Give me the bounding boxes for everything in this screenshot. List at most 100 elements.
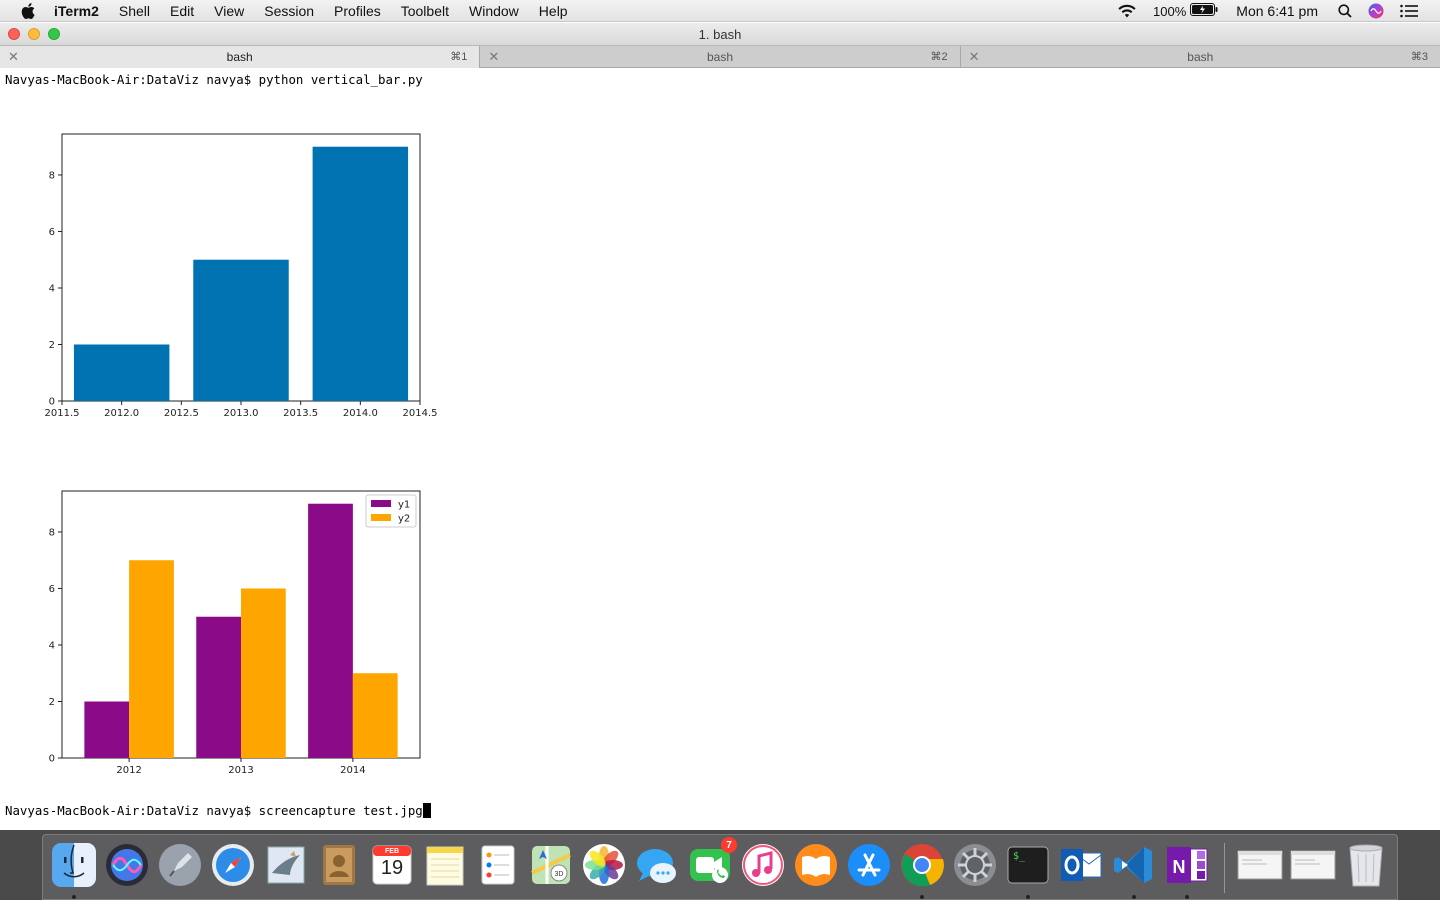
spotlight-icon[interactable] bbox=[1338, 4, 1352, 18]
terminal-icon[interactable]: $_ bbox=[1005, 842, 1051, 888]
running-indicator bbox=[72, 895, 76, 899]
bar bbox=[193, 259, 289, 401]
calendar-day: 19 bbox=[380, 857, 404, 879]
tab-bash-2[interactable]: ✕ bash ⌘2 bbox=[480, 46, 961, 68]
launchpad-icon[interactable] bbox=[157, 842, 203, 888]
messages-icon[interactable] bbox=[634, 842, 680, 888]
menu-profiles[interactable]: Profiles bbox=[334, 2, 381, 19]
menu-window[interactable]: Window bbox=[469, 2, 519, 19]
menu-help[interactable]: Help bbox=[538, 2, 568, 19]
outlook-icon[interactable] bbox=[1058, 842, 1104, 888]
facetime-icon[interactable]: 7 bbox=[687, 837, 737, 888]
bar-y2 bbox=[352, 673, 398, 758]
dock: FEB 19 3D 7 $_ N bbox=[42, 834, 1398, 900]
y-tick-label: 2 bbox=[49, 340, 55, 351]
bar-y1 bbox=[196, 616, 241, 758]
app-store-icon[interactable] bbox=[846, 842, 892, 888]
calendar-month: FEB bbox=[385, 848, 399, 855]
close-tab-icon[interactable]: ✕ bbox=[488, 49, 500, 64]
running-indicator bbox=[1185, 895, 1189, 899]
finder-icon[interactable] bbox=[51, 842, 97, 888]
tab-shortcut: ⌘2 bbox=[930, 51, 948, 63]
tab-shortcut: ⌘3 bbox=[1410, 51, 1428, 63]
x-tick-label: 2014 bbox=[340, 765, 365, 776]
legend-swatch bbox=[371, 500, 391, 507]
safari-icon[interactable] bbox=[210, 842, 256, 888]
x-tick-label: 2011.5 bbox=[45, 408, 80, 419]
battery-icon[interactable] bbox=[1190, 3, 1218, 19]
system-preferences-icon[interactable] bbox=[952, 842, 998, 888]
bar-y1 bbox=[84, 701, 130, 758]
svg-text:N: N bbox=[1173, 857, 1186, 877]
x-tick-label: 2013.5 bbox=[283, 408, 318, 419]
window-title: 1. bash bbox=[698, 26, 742, 42]
apple-menu-icon[interactable] bbox=[17, 0, 39, 22]
maps-icon[interactable]: 3D bbox=[528, 842, 574, 888]
x-tick-label: 2012.5 bbox=[164, 408, 199, 419]
window-title-bar: 1. bash bbox=[0, 23, 1440, 46]
y-tick-label: 8 bbox=[49, 527, 55, 538]
trash-icon[interactable] bbox=[1343, 842, 1389, 888]
legend-label: y2 bbox=[398, 514, 410, 525]
svg-text:$_: $_ bbox=[1013, 851, 1026, 862]
running-indicator bbox=[1132, 895, 1136, 899]
calendar-icon[interactable]: FEB 19 bbox=[369, 842, 415, 888]
tab-label: bash bbox=[1187, 50, 1214, 64]
menu-view[interactable]: View bbox=[214, 2, 245, 19]
tab-bash-1[interactable]: ✕ bash ⌘1 bbox=[0, 46, 481, 68]
minimize-window-button[interactable] bbox=[28, 28, 40, 40]
app-menu[interactable]: iTerm2 bbox=[54, 2, 99, 19]
itunes-icon[interactable] bbox=[740, 842, 786, 888]
zoom-window-button[interactable] bbox=[48, 28, 60, 40]
notes-icon[interactable] bbox=[422, 842, 468, 888]
vscode-icon[interactable] bbox=[1111, 842, 1157, 888]
bar-y2 bbox=[129, 560, 174, 758]
close-tab-icon[interactable]: ✕ bbox=[968, 49, 980, 64]
menu-shell[interactable]: Shell bbox=[118, 2, 151, 19]
y-tick-label: 6 bbox=[49, 584, 55, 595]
menu-bar: iTerm2 Shell Edit View Session Profiles … bbox=[0, 0, 1440, 22]
wifi-icon[interactable] bbox=[1117, 4, 1137, 18]
menu-edit[interactable]: Edit bbox=[170, 2, 195, 19]
y-tick-label: 8 bbox=[49, 170, 55, 181]
tab-bar: ✕ bash ⌘1 ✕ bash ⌘2 ✕ bash ⌘3 bbox=[0, 46, 1440, 68]
y-tick-label: 4 bbox=[49, 640, 55, 651]
legend-swatch bbox=[371, 514, 391, 521]
x-tick-label: 2013 bbox=[228, 765, 253, 776]
menu-session[interactable]: Session bbox=[264, 2, 315, 19]
mail-icon[interactable] bbox=[263, 842, 309, 888]
running-indicator bbox=[920, 895, 924, 899]
terminal-prompt-line[interactable]: Navyas-MacBook-Air:DataViz navya$ screen… bbox=[5, 803, 431, 818]
tab-bash-3[interactable]: ✕ bash ⌘3 bbox=[961, 46, 1440, 68]
bar bbox=[312, 146, 409, 401]
siri-menu-icon[interactable] bbox=[1368, 3, 1384, 19]
close-window-button[interactable] bbox=[8, 28, 20, 40]
minimized-window-vscode[interactable] bbox=[1237, 842, 1283, 888]
y-tick-label: 6 bbox=[49, 227, 55, 238]
onenote-icon[interactable]: N bbox=[1164, 842, 1210, 888]
notification-badge: 7 bbox=[721, 837, 737, 853]
bar-y2 bbox=[241, 588, 286, 758]
photos-icon[interactable] bbox=[581, 842, 627, 888]
text-cursor bbox=[422, 803, 431, 818]
clock[interactable]: Mon 6:41 pm bbox=[1236, 3, 1318, 19]
tab-label: bash bbox=[226, 50, 253, 64]
y-tick-label: 4 bbox=[49, 283, 55, 294]
terminal-view[interactable]: Navyas-MacBook-Air:DataViz navya$ python… bbox=[0, 69, 1440, 830]
close-tab-icon[interactable]: ✕ bbox=[8, 49, 19, 64]
notification-center-icon[interactable] bbox=[1400, 4, 1418, 18]
siri-icon[interactable] bbox=[104, 842, 150, 888]
menu-toolbelt[interactable]: Toolbelt bbox=[400, 2, 449, 19]
x-tick-label: 2012 bbox=[116, 765, 141, 776]
y-tick-label: 2 bbox=[49, 697, 55, 708]
chrome-icon[interactable] bbox=[899, 842, 945, 888]
reminders-icon[interactable] bbox=[475, 842, 521, 888]
contacts-icon[interactable] bbox=[316, 842, 362, 888]
x-tick-label: 2013.0 bbox=[224, 408, 259, 419]
y-tick-label: 0 bbox=[49, 397, 55, 408]
running-indicator bbox=[1026, 895, 1030, 899]
books-icon[interactable] bbox=[793, 842, 839, 888]
minimized-window-onenote[interactable] bbox=[1290, 842, 1336, 888]
